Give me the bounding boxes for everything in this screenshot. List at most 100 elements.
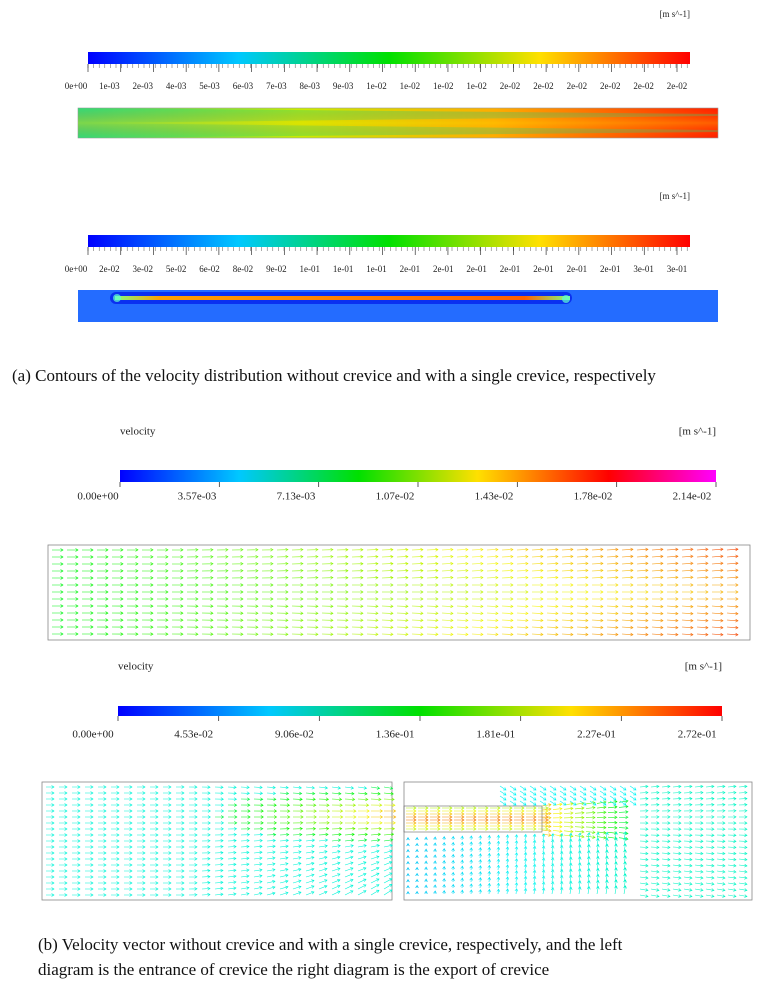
vector-arrow (591, 625, 604, 630)
vector-arrow (189, 833, 198, 837)
vector-arrow (523, 851, 528, 859)
vector-arrow (552, 802, 563, 807)
vector-arrow (137, 785, 146, 789)
vector-arrow (672, 869, 682, 874)
vector-arrow (141, 632, 154, 636)
vector-arrow (318, 786, 329, 790)
vector-arrow (415, 890, 419, 895)
vector-arrow (227, 791, 237, 795)
vector-arrow (150, 863, 159, 867)
vector-arrow (579, 795, 587, 801)
vector-arrow (623, 867, 627, 877)
vector-arrow (370, 878, 380, 884)
vector-arrow (501, 561, 514, 566)
vector-arrow (661, 888, 671, 892)
vector-arrow (651, 632, 664, 637)
vector-arrow (352, 583, 364, 587)
vector-arrow (651, 561, 664, 566)
vector-arrow (531, 625, 544, 630)
vector-arrow (705, 894, 715, 898)
vector-arrow (172, 597, 184, 601)
vector-arrow (672, 882, 682, 886)
vector-arrow (499, 785, 507, 791)
vector-arrow (253, 880, 263, 884)
vector-arrow (546, 618, 559, 623)
vector-arrow (637, 590, 649, 594)
vector-arrow (227, 856, 237, 861)
vector-arrow (137, 869, 146, 873)
vector-arrow (650, 833, 660, 837)
vector-arrow (550, 875, 555, 883)
vector-arrow (433, 848, 437, 853)
vector-arrow (366, 547, 379, 552)
vector-arrow (541, 820, 552, 824)
vector-arrow (67, 555, 79, 559)
tick-label: 2e-01 (600, 264, 621, 274)
vector-arrow (727, 839, 737, 844)
vector-arrow (526, 818, 537, 822)
vector-arrow (137, 845, 146, 849)
vector-arrow (227, 862, 237, 867)
vector-arrow (189, 809, 198, 813)
vector-arrow (381, 568, 394, 573)
vector-arrow (430, 809, 441, 813)
vector-arrow (415, 884, 419, 889)
vector-arrow (738, 882, 748, 886)
vector-arrow (605, 861, 609, 871)
vector-arrow (150, 797, 159, 801)
vector-arrow (276, 569, 289, 573)
vector-arrow (186, 555, 199, 559)
vector-arrow (587, 886, 591, 895)
vector-arrow (451, 889, 455, 895)
vector-arrow (661, 845, 671, 850)
vector-arrow (176, 887, 185, 891)
vector-arrow (596, 861, 600, 871)
vector-arrow (171, 611, 184, 615)
vector-arrow (82, 576, 94, 580)
vector-arrow (216, 569, 229, 573)
vector-arrow (214, 862, 224, 867)
vector-arrow (672, 839, 682, 844)
vector-arrow (321, 604, 334, 608)
vector-arrow (293, 815, 304, 819)
vector-arrow (351, 568, 364, 573)
vector-arrow (72, 839, 81, 843)
vector-arrow (247, 590, 259, 594)
vector-arrow (727, 894, 737, 898)
vector-arrow (111, 611, 124, 615)
vector-arrow (266, 838, 276, 843)
vector-arrow (336, 604, 349, 609)
vector-arrow (619, 790, 627, 796)
vector-arrow (696, 554, 709, 559)
vector-arrow (171, 562, 184, 566)
vector-arrow (188, 785, 198, 789)
vector-arrow (96, 632, 109, 636)
vector-arrow (442, 842, 446, 847)
vector-arrow (696, 575, 709, 580)
vector-arrow (563, 820, 574, 825)
vector-arrow (124, 833, 133, 837)
vector-arrow (85, 791, 94, 795)
vector-arrow (456, 547, 469, 552)
vector-arrow (623, 837, 627, 847)
vector-arrow (292, 597, 304, 601)
vector-arrow (188, 839, 198, 843)
vector-arrow (163, 887, 172, 891)
vector-arrow (451, 865, 455, 871)
vector-arrow (171, 618, 184, 622)
vector-arrow (415, 836, 419, 841)
vector-arrow (305, 891, 315, 896)
vector-arrow (141, 604, 154, 608)
vector-arrow (596, 855, 600, 865)
vector-arrow (696, 561, 709, 566)
vector-arrow (411, 575, 424, 580)
vector-arrow (344, 884, 354, 890)
vector-arrow (291, 625, 304, 629)
vector-arrow (406, 879, 410, 883)
vector-arrow (305, 867, 315, 872)
tick-label: 5e-02 (166, 264, 187, 274)
vector-arrow (124, 869, 133, 873)
vector-arrow (738, 803, 748, 807)
vector-arrow (188, 893, 198, 897)
vector-arrow (96, 576, 109, 580)
